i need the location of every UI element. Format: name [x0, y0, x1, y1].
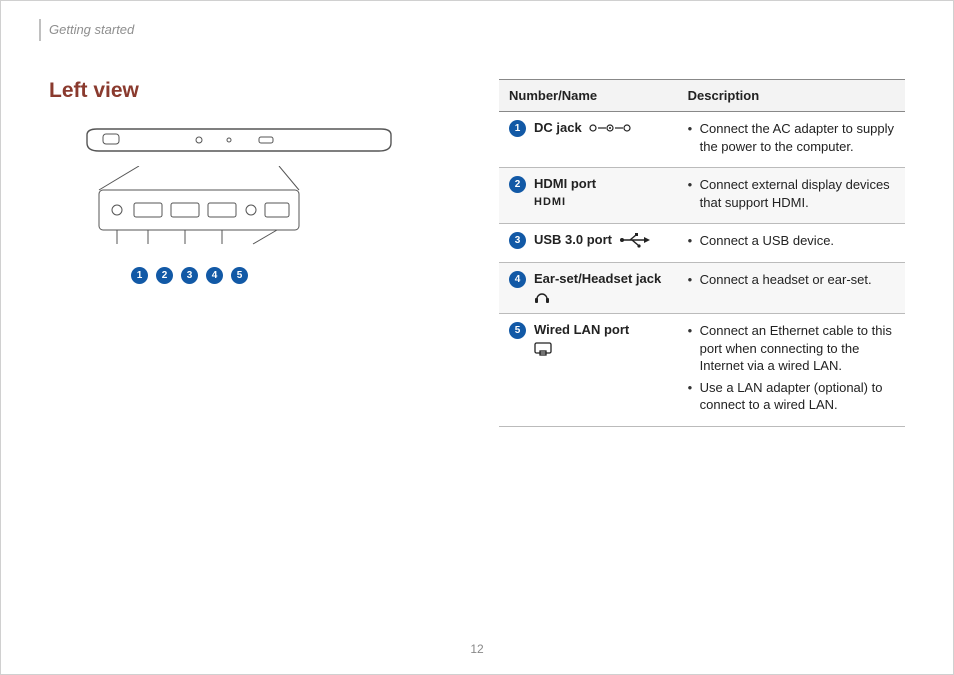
- header-rule: [39, 19, 41, 41]
- port-name: USB 3.0 port: [534, 232, 612, 248]
- callout-badge-3: 3: [181, 267, 198, 284]
- row-badge: 2: [509, 176, 526, 193]
- row-badge: 5: [509, 322, 526, 339]
- desc-item: Connect external display devices that su…: [688, 176, 895, 211]
- desc-cell: Connect a headset or ear-set.: [678, 262, 905, 313]
- page: Getting started Left view: [0, 0, 954, 675]
- th-desc: Description: [678, 80, 905, 112]
- name-cell: 2 HDMI port: [499, 168, 678, 224]
- table-row: 1 DC jack Connect the AC adapter to supply…: [499, 112, 905, 168]
- callout-badge-4: 4: [206, 267, 223, 284]
- usb-icon: [618, 233, 652, 248]
- table-row: 5 Wired LAN port Connect an Ethernet cable…: [499, 313, 905, 426]
- ports-tbody: 1 DC jack Connect the AC adapter to supply…: [499, 112, 905, 427]
- right-column: Number/Name Description 1 DC jack Connect …: [499, 79, 905, 614]
- table-row: 2 HDMI port Connect external display devic…: [499, 168, 905, 224]
- desc-cell: Connect the AC adapter to supply the pow…: [678, 112, 905, 168]
- name-cell: 1 DC jack: [499, 112, 678, 168]
- name-cell: 5 Wired LAN port: [499, 313, 678, 426]
- header-section-label: Getting started: [49, 19, 915, 41]
- lan-icon: [534, 341, 629, 357]
- row-badge: 1: [509, 120, 526, 137]
- callout-badge-2: 2: [156, 267, 173, 284]
- port-name: HDMI port: [534, 176, 596, 192]
- desc-item: Use a LAN adapter (optional) to connect …: [688, 379, 895, 414]
- left-view-diagram: 1 2 3 4 5: [79, 121, 469, 284]
- port-name: Ear-set/Headset jack: [534, 271, 661, 287]
- section-title: Left view: [49, 79, 469, 103]
- callout-svg: [79, 166, 399, 256]
- port-name: Wired LAN port: [534, 322, 629, 338]
- name-cell: 3 USB 3.0 port: [499, 224, 678, 263]
- name-cell: 4 Ear-set/Headset jack: [499, 262, 678, 313]
- headset-icon: [534, 290, 661, 305]
- dc-icon: [588, 122, 632, 134]
- desc-item: Connect an Ethernet cable to this port w…: [688, 322, 895, 375]
- callout-badge-1: 1: [131, 267, 148, 284]
- th-name: Number/Name: [499, 80, 678, 112]
- content-area: Left view: [49, 79, 905, 614]
- table-row: 3 USB 3.0 port Connect a USB device.: [499, 224, 905, 263]
- callout-numbers: 1 2 3 4 5: [131, 267, 469, 284]
- desc-cell: Connect external display devices that su…: [678, 168, 905, 224]
- left-column: Left view: [49, 79, 469, 614]
- port-name: DC jack: [534, 120, 582, 136]
- page-header: Getting started: [39, 19, 915, 47]
- ports-table: Number/Name Description 1 DC jack Connect …: [499, 79, 905, 427]
- desc-cell: Connect a USB device.: [678, 224, 905, 263]
- row-badge: 4: [509, 271, 526, 288]
- table-row: 4 Ear-set/Headset jack Connect a headset o…: [499, 262, 905, 313]
- desc-item: Connect a headset or ear-set.: [688, 271, 895, 289]
- callout-badge-5: 5: [231, 267, 248, 284]
- page-number: 12: [1, 642, 953, 656]
- desc-item: Connect a USB device.: [688, 232, 895, 250]
- laptop-side-svg: [79, 121, 399, 161]
- hdmi-icon: [534, 195, 596, 207]
- desc-item: Connect the AC adapter to supply the pow…: [688, 120, 895, 155]
- desc-cell: Connect an Ethernet cable to this port w…: [678, 313, 905, 426]
- row-badge: 3: [509, 232, 526, 249]
